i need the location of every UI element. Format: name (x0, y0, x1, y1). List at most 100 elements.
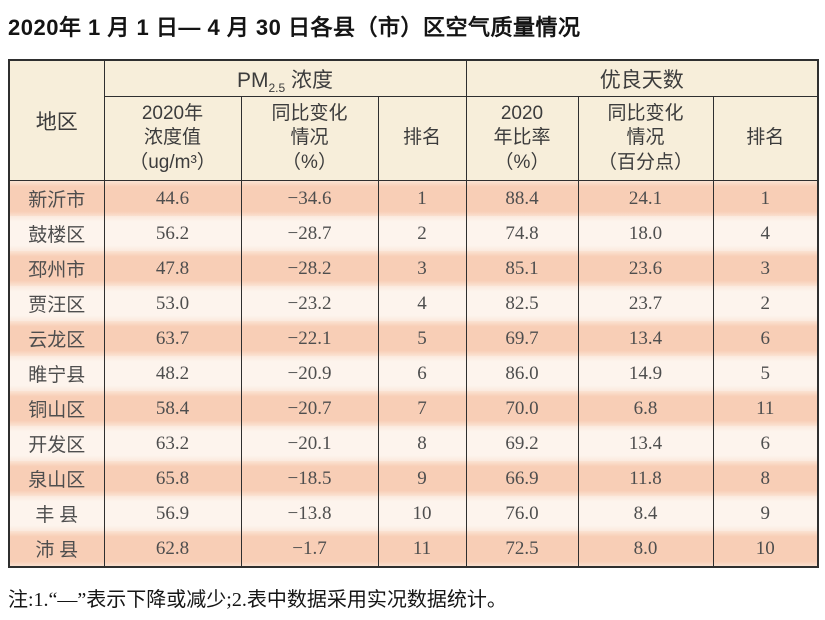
region-cell: 云龙区 (8, 321, 105, 356)
region-cell: 丰 县 (8, 496, 105, 531)
region-cell: 贾汪区 (8, 286, 105, 321)
pm-rank-cell: 5 (377, 321, 467, 356)
table-row: 云龙区 63.7 −22.1 5 69.7 13.4 6 (8, 321, 819, 356)
pm-change-cell: −20.9 (240, 356, 379, 391)
region-cell: 睢宁县 (8, 356, 105, 391)
good-rank-cell: 10 (712, 531, 819, 567)
pm25-label-rest: 浓度 (285, 68, 334, 92)
header-group-row: 地区 PM2.5 浓度 优良天数 (8, 59, 819, 181)
good-rate-cell: 86.0 (465, 356, 579, 391)
pm25-label-base: PM (236, 68, 269, 92)
col-header-good-yoy-change: 同比变化 情况 （百分点） (577, 96, 714, 181)
good-rate-cell: 70.0 (465, 391, 579, 426)
good-rate-cell: 69.7 (465, 321, 579, 356)
pm-change-cell: −20.7 (240, 391, 379, 426)
pm-rank-cell: 1 (377, 180, 467, 216)
table-row: 泉山区 65.8 −18.5 9 66.9 11.8 8 (8, 461, 819, 496)
pm-value-cell: 63.7 (103, 321, 242, 356)
col-header-pm-rank: 排名 (377, 96, 467, 181)
good-rank-cell: 8 (712, 461, 819, 496)
region-cell: 鼓楼区 (8, 216, 105, 251)
region-cell: 铜山区 (8, 391, 105, 426)
good-rank-cell: 6 (712, 426, 819, 461)
col-header-good-2020-rate: 2020 年比率 （%） (465, 96, 579, 181)
page-title: 2020年 1 月 1 日— 4 月 30 日各县（市）区空气质量情况 (8, 15, 581, 40)
good-change-cell: 23.7 (577, 286, 714, 321)
good-change-cell: 11.8 (577, 461, 714, 496)
pm-value-cell: 62.8 (103, 531, 242, 567)
pm-value-cell: 48.2 (103, 356, 242, 391)
good-rate-cell: 72.5 (465, 531, 579, 567)
pm-value-cell: 65.8 (103, 461, 242, 496)
pm-rank-cell: 6 (377, 356, 467, 391)
pm-rank-cell: 2 (377, 216, 467, 251)
table-row: 鼓楼区 56.2 −28.7 2 74.8 18.0 4 (8, 216, 819, 251)
pm-rank-cell: 10 (377, 496, 467, 531)
pm-rank-cell: 3 (377, 251, 467, 286)
pm-value-cell: 58.4 (103, 391, 242, 426)
good-rank-cell: 5 (712, 356, 819, 391)
pm-change-cell: −28.7 (240, 216, 379, 251)
table-row: 邳州市 47.8 −28.2 3 85.1 23.6 3 (8, 251, 819, 286)
good-rate-cell: 82.5 (465, 286, 579, 321)
pm-rank-cell: 11 (377, 531, 467, 567)
table-row: 开发区 63.2 −20.1 8 69.2 13.4 6 (8, 426, 819, 461)
pm-change-cell: −18.5 (240, 461, 379, 496)
good-rate-cell: 88.4 (465, 180, 579, 216)
pm-value-cell: 56.9 (103, 496, 242, 531)
good-change-cell: 18.0 (577, 216, 714, 251)
good-change-cell: 23.6 (577, 251, 714, 286)
pm-value-cell: 47.8 (103, 251, 242, 286)
table-row: 沛 县 62.8 −1.7 11 72.5 8.0 10 (8, 531, 819, 567)
region-cell: 邳州市 (8, 251, 105, 286)
good-change-cell: 13.4 (577, 426, 714, 461)
good-rank-cell: 9 (712, 496, 819, 531)
region-cell: 开发区 (8, 426, 105, 461)
good-rank-cell: 6 (712, 321, 819, 356)
good-rate-cell: 69.2 (465, 426, 579, 461)
good-change-cell: 14.9 (577, 356, 714, 391)
region-cell: 沛 县 (8, 531, 105, 567)
col-header-pm-2020-value: 2020年 浓度值 （ug/m³） (103, 96, 242, 181)
good-change-cell: 6.8 (577, 391, 714, 426)
good-rank-cell: 2 (712, 286, 819, 321)
pm-change-cell: −34.6 (240, 180, 379, 216)
pm-value-cell: 53.0 (103, 286, 242, 321)
table-row: 睢宁县 48.2 −20.9 6 86.0 14.9 5 (8, 356, 819, 391)
good-rate-cell: 74.8 (465, 216, 579, 251)
pm-change-cell: −20.1 (240, 426, 379, 461)
col-group-good-days: 优良天数 (465, 59, 819, 97)
good-change-cell: 13.4 (577, 321, 714, 356)
pm-change-cell: −22.1 (240, 321, 379, 356)
region-cell: 泉山区 (8, 461, 105, 496)
table-row: 铜山区 58.4 −20.7 7 70.0 6.8 11 (8, 391, 819, 426)
pm-rank-cell: 7 (377, 391, 467, 426)
good-rate-cell: 85.1 (465, 251, 579, 286)
good-rank-cell: 3 (712, 251, 819, 286)
table-row: 新沂市 44.6 −34.6 1 88.4 24.1 1 (8, 180, 819, 216)
col-group-pm25: PM2.5 浓度 (103, 59, 467, 97)
col-header-good-rank: 排名 (712, 96, 819, 181)
pm-rank-cell: 4 (377, 286, 467, 321)
pm-change-cell: −13.8 (240, 496, 379, 531)
good-rank-cell: 1 (712, 180, 819, 216)
pm-rank-cell: 8 (377, 426, 467, 461)
good-rank-cell: 11 (712, 391, 819, 426)
good-change-cell: 24.1 (577, 180, 714, 216)
pm-value-cell: 56.2 (103, 216, 242, 251)
pm-change-cell: −28.2 (240, 251, 379, 286)
pm-change-cell: −1.7 (240, 531, 379, 567)
col-header-region: 地区 (8, 59, 105, 181)
good-change-cell: 8.0 (577, 531, 714, 567)
col-header-pm-yoy-change: 同比变化 情况 （%） (240, 96, 379, 181)
table-row: 贾汪区 53.0 −23.2 4 82.5 23.7 2 (8, 286, 819, 321)
good-change-cell: 8.4 (577, 496, 714, 531)
table-row: 丰 县 56.9 −13.8 10 76.0 8.4 9 (8, 496, 819, 531)
pm25-label-subscript: 2.5 (268, 80, 286, 95)
pm-change-cell: −23.2 (240, 286, 379, 321)
air-quality-table: 地区 PM2.5 浓度 优良天数 2020年 浓度值 （ug/m³） 同比变化 … (8, 59, 819, 568)
good-rate-cell: 66.9 (465, 461, 579, 496)
pm-rank-cell: 9 (377, 461, 467, 496)
good-rate-cell: 76.0 (465, 496, 579, 531)
